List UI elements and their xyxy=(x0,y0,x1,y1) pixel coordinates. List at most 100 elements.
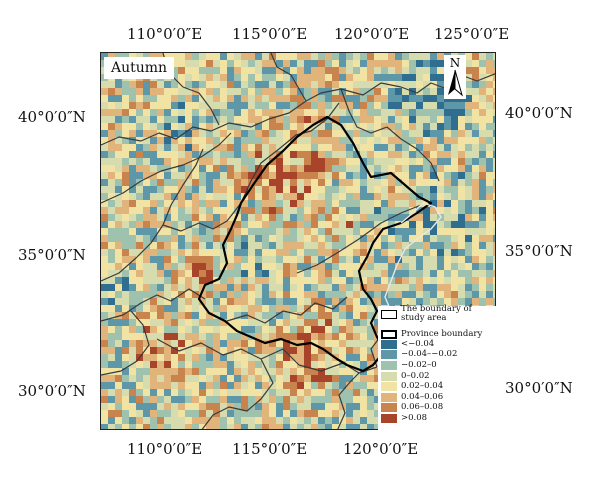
raster-cell xyxy=(185,67,192,74)
raster-cell xyxy=(444,116,451,123)
raster-cell xyxy=(157,165,164,172)
raster-cell xyxy=(199,53,206,60)
raster-cell xyxy=(353,221,360,228)
raster-cell xyxy=(122,389,129,396)
raster-cell xyxy=(304,81,311,88)
raster-cell xyxy=(430,284,437,291)
raster-cell xyxy=(423,137,430,144)
raster-cell xyxy=(360,81,367,88)
raster-cell xyxy=(199,116,206,123)
raster-cell xyxy=(185,347,192,354)
raster-cell xyxy=(346,235,353,242)
raster-cell xyxy=(367,382,374,389)
raster-cell xyxy=(171,179,178,186)
raster-cell xyxy=(206,284,213,291)
raster-cell xyxy=(486,179,493,186)
raster-cell xyxy=(248,382,255,389)
raster-cell xyxy=(108,263,115,270)
raster-cell xyxy=(444,165,451,172)
raster-cell xyxy=(157,396,164,403)
raster-cell xyxy=(353,165,360,172)
raster-cell xyxy=(346,249,353,256)
raster-cell xyxy=(276,305,283,312)
raster-cell xyxy=(227,396,234,403)
raster-cell xyxy=(360,130,367,137)
raster-cell xyxy=(150,347,157,354)
raster-cell xyxy=(192,291,199,298)
raster-cell xyxy=(318,95,325,102)
raster-cell xyxy=(283,151,290,158)
raster-cell xyxy=(164,333,171,340)
raster-cell xyxy=(220,228,227,235)
raster-cell xyxy=(444,193,451,200)
raster-cell xyxy=(339,417,346,424)
raster-cell xyxy=(206,235,213,242)
raster-cell xyxy=(360,347,367,354)
raster-cell xyxy=(234,200,241,207)
raster-cell xyxy=(136,144,143,151)
raster-cell xyxy=(129,102,136,109)
raster-cell xyxy=(283,95,290,102)
raster-cell xyxy=(360,186,367,193)
raster-cell xyxy=(143,256,150,263)
top-lon-label: 115°0′0″E xyxy=(232,25,308,43)
raster-cell xyxy=(444,102,451,109)
legend-boundary-entry: The boundary of study area xyxy=(381,305,493,322)
raster-cell xyxy=(339,242,346,249)
raster-cell xyxy=(346,186,353,193)
raster-cell xyxy=(290,382,297,389)
raster-cell xyxy=(493,214,495,221)
raster-cell xyxy=(283,74,290,81)
raster-cell xyxy=(304,235,311,242)
raster-cells xyxy=(101,53,495,429)
raster-cell xyxy=(353,249,360,256)
raster-cell xyxy=(192,256,199,263)
raster-cell xyxy=(472,144,479,151)
raster-cell xyxy=(304,263,311,270)
raster-cell xyxy=(115,116,122,123)
raster-cell xyxy=(101,270,108,277)
raster-cell xyxy=(213,249,220,256)
legend-class-entry: >0.08 xyxy=(381,413,493,424)
raster-cell xyxy=(241,186,248,193)
left-lat-label: 40°0′0″N xyxy=(18,108,86,126)
raster-cell xyxy=(115,305,122,312)
raster-cell xyxy=(290,368,297,375)
raster-cell xyxy=(164,424,171,429)
raster-cell xyxy=(381,284,388,291)
raster-cell xyxy=(150,53,157,60)
raster-cell xyxy=(367,312,374,319)
raster-cell xyxy=(143,165,150,172)
raster-cell xyxy=(290,151,297,158)
raster-cell xyxy=(213,214,220,221)
raster-cell xyxy=(297,326,304,333)
raster-cell xyxy=(423,151,430,158)
legend-class-entry: 0.04–0.06 xyxy=(381,392,493,403)
raster-cell xyxy=(290,354,297,361)
raster-cell xyxy=(115,319,122,326)
raster-cell xyxy=(234,158,241,165)
raster-cell xyxy=(311,207,318,214)
raster-cell xyxy=(101,165,108,172)
raster-cell xyxy=(409,235,416,242)
raster-cell xyxy=(234,193,241,200)
raster-cell xyxy=(388,200,395,207)
raster-cell xyxy=(451,137,458,144)
raster-cell xyxy=(129,256,136,263)
raster-cell xyxy=(241,165,248,172)
raster-cell xyxy=(332,137,339,144)
raster-cell xyxy=(486,53,493,60)
raster-cell xyxy=(234,102,241,109)
raster-cell xyxy=(416,186,423,193)
raster-cell xyxy=(353,284,360,291)
raster-cell xyxy=(255,123,262,130)
raster-cell xyxy=(339,81,346,88)
raster-cell xyxy=(353,53,360,60)
raster-cell xyxy=(437,298,444,305)
raster-cell xyxy=(332,382,339,389)
raster-cell xyxy=(388,158,395,165)
raster-cell xyxy=(150,312,157,319)
raster-cell xyxy=(451,256,458,263)
raster-cell xyxy=(332,81,339,88)
raster-cell xyxy=(178,333,185,340)
